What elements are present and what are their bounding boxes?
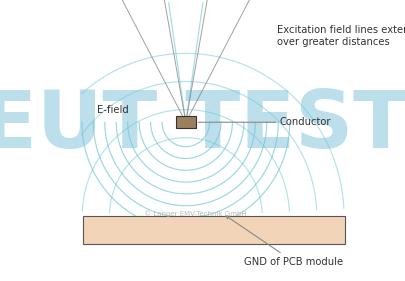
Text: GND of PCB module: GND of PCB module — [226, 216, 343, 267]
Bar — [83, 216, 345, 244]
Text: © Langer EMV-Technik GmbH: © Langer EMV-Technik GmbH — [144, 210, 247, 217]
Text: EUT TEST: EUT TEST — [0, 87, 405, 166]
Text: E-field: E-field — [97, 105, 129, 115]
Text: Excitation field lines extend
over greater distances: Excitation field lines extend over great… — [277, 25, 405, 47]
Bar — [176, 116, 196, 128]
Text: Conductor: Conductor — [280, 117, 331, 127]
